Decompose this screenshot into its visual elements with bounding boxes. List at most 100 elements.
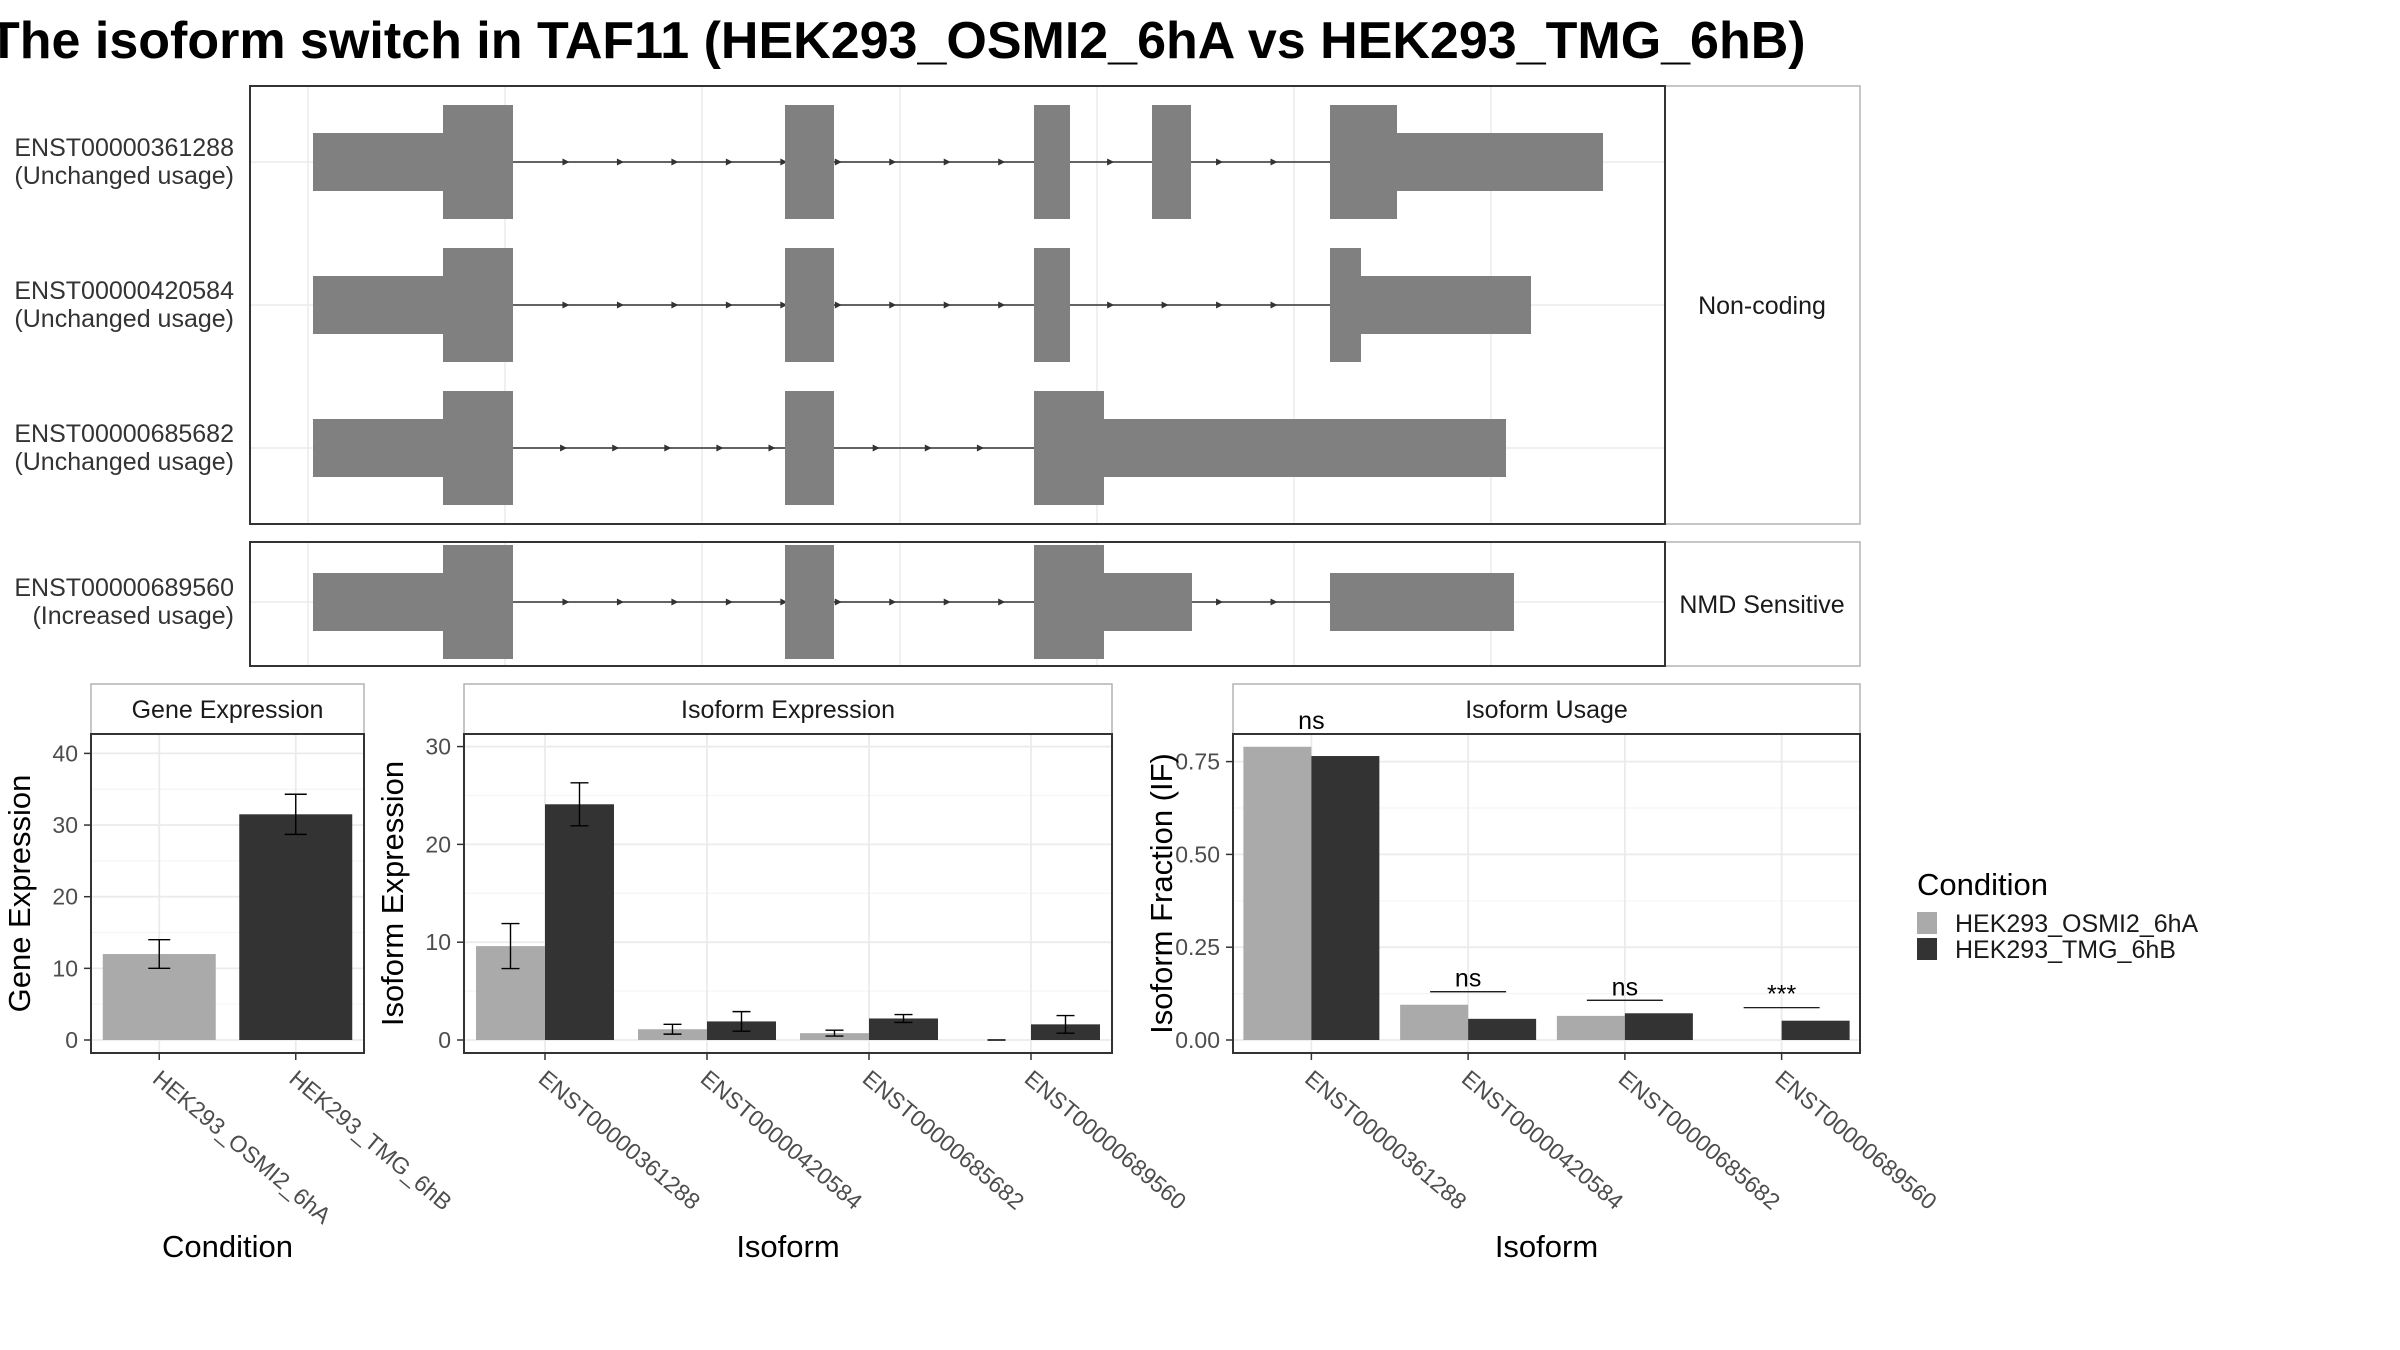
intron-arrow: [1216, 598, 1224, 606]
coding-exon: [443, 248, 513, 362]
legend: Condition HEK293_OSMI2_6hA HEK293_TMG_6h…: [1917, 867, 2199, 964]
intron-arrow: [943, 598, 951, 606]
y-tick-label: 0: [438, 1027, 451, 1053]
legend-title: Condition: [1917, 867, 2048, 902]
panel-border: [463, 733, 1113, 1054]
coding-exon: [443, 391, 513, 505]
structure-plot-border: [249, 541, 1666, 667]
error-bar: [732, 1010, 751, 1032]
bar-HEK293_TMG_6hB-ENST00000361288: [545, 804, 614, 1040]
intron-arrow: [1216, 158, 1224, 166]
intron-arrow: [562, 301, 570, 309]
x-axis-title: Condition: [162, 1229, 293, 1264]
intron-arrow: [834, 301, 842, 309]
coding-exon: [1034, 248, 1070, 362]
transcript-id-label: ENST00000689560: [14, 574, 234, 602]
transcript-ENST00000361288: [313, 105, 1603, 219]
legend-label-osmi2: HEK293_OSMI2_6hA: [1955, 910, 2199, 938]
legend-swatch-osmi2: [1917, 912, 1937, 934]
intron-arrow: [671, 598, 679, 606]
intron-arrow: [998, 598, 1006, 606]
intron-arrow: [889, 598, 897, 606]
transcript-status-label: (Unchanged usage): [14, 448, 234, 476]
figure-title: The isoform switch in TAF11 (HEK293_OSMI…: [0, 12, 1806, 70]
utr-exon: [1104, 419, 1506, 477]
coding-exon: [785, 105, 834, 219]
y-tick-label: 30: [52, 812, 78, 838]
intron-arrow: [780, 301, 788, 309]
x-tick-label: ENST00000361288: [534, 1065, 706, 1215]
intron-arrow: [943, 158, 951, 166]
intron-arrow: [768, 444, 776, 452]
y-tick-label: 10: [52, 955, 78, 981]
utr-exon: [313, 276, 443, 334]
error-bar: [1056, 1014, 1075, 1034]
y-tick-label: 20: [425, 831, 451, 857]
y-tick-label: 10: [425, 929, 451, 955]
legend-swatch-tmg: [1917, 938, 1937, 960]
error-bar: [894, 1013, 913, 1024]
significance-label: ns: [1455, 965, 1481, 993]
utr-exon: [1397, 133, 1603, 191]
intron-arrow: [616, 301, 624, 309]
coding-exon: [1034, 105, 1070, 219]
intron-arrow: [780, 158, 788, 166]
structure-strip-label: Non-coding: [1698, 292, 1826, 320]
intron-arrow: [924, 444, 932, 452]
panel-strip: [1232, 683, 1861, 735]
y-tick-label: 0.75: [1175, 749, 1220, 775]
error-bar: [148, 938, 171, 970]
coding-exon: [785, 248, 834, 362]
panel-strip-title: Gene Expression: [132, 696, 324, 724]
error-bar: [501, 922, 520, 970]
intron-arrow: [1161, 301, 1169, 309]
intron-arrow: [1270, 301, 1278, 309]
intron-arrow: [834, 158, 842, 166]
y-tick-label: 20: [52, 884, 78, 910]
intron-arrow: [889, 158, 897, 166]
y-axis-title: Isoform Expression: [375, 761, 410, 1026]
panel-strip-title: Isoform Expression: [681, 696, 895, 724]
transcript-ENST00000420584: [313, 248, 1531, 362]
intron-arrow: [1107, 158, 1115, 166]
panel-border: [1232, 733, 1861, 1054]
panel-border: [90, 733, 365, 1054]
error-bar: [663, 1023, 682, 1035]
structure-strip-label: NMD Sensitive: [1679, 591, 1844, 619]
x-tick-label: ENST00000689560: [1770, 1065, 1942, 1215]
intron-arrow: [616, 158, 624, 166]
intron-arrow: [943, 301, 951, 309]
y-tick-label: 0.00: [1175, 1027, 1220, 1053]
significance-label: ns: [1612, 973, 1638, 1001]
bar-HEK293_TMG_6hB-ENST00000685682: [1624, 1013, 1693, 1040]
coding-exon: [785, 545, 834, 659]
utr-exon: [313, 573, 443, 631]
bar-panel-3: Isoform Usage 0.00 0.25 0.50 0.75 ns ns ns *** EN…: [1144, 683, 1942, 1264]
coding-exon: [1034, 545, 1104, 659]
y-tick-label: 0.50: [1175, 841, 1220, 867]
intron-arrow: [780, 598, 788, 606]
utr-exon: [313, 419, 443, 477]
panel-strip-title: Isoform Usage: [1465, 696, 1628, 724]
legend-label-tmg: HEK293_TMG_6hB: [1955, 936, 2176, 964]
coding-exon: [1152, 105, 1191, 219]
utr-exon: [1361, 276, 1531, 334]
intron-arrow: [560, 444, 568, 452]
x-tick-label: ENST00000420584: [696, 1065, 868, 1215]
bar-HEK293_TMG_6hB-ENST00000689560: [1781, 1020, 1850, 1040]
bar-HEK293_TMG_6hB-ENST00000361288: [1311, 756, 1380, 1040]
utr-exon: [313, 133, 443, 191]
intron-arrow: [616, 598, 624, 606]
intron-arrow: [1270, 598, 1278, 606]
intron-arrow: [998, 301, 1006, 309]
utr-exon: [1104, 573, 1192, 631]
y-tick-label: 30: [425, 734, 451, 760]
bar-panel-2: Isoform Expression 0 10 20 30 ENST00000361288…: [375, 683, 1191, 1264]
bar-HEK293_OSMI2_6hA-ENST00000685682: [1556, 1015, 1625, 1040]
structure-strip: [1664, 85, 1861, 525]
x-tick-label: ENST00000361288: [1300, 1065, 1472, 1215]
error-bar: [825, 1029, 844, 1037]
x-tick-label: ENST00000420584: [1457, 1065, 1629, 1215]
significance-label: ***: [1767, 981, 1796, 1009]
